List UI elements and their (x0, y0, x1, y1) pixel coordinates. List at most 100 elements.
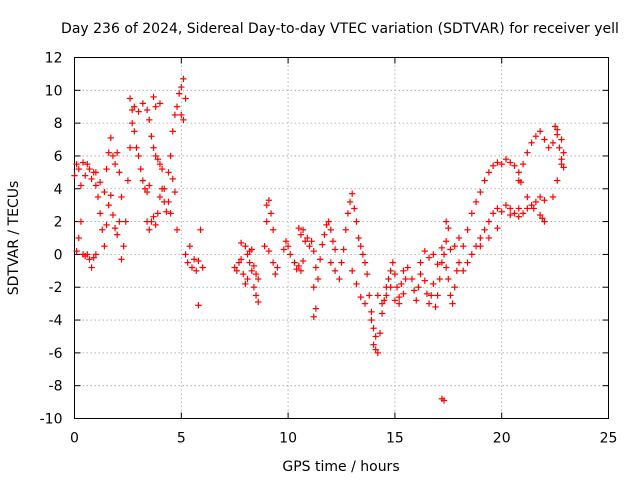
data-point (395, 293, 403, 301)
data-point (348, 190, 356, 197)
data-point (447, 292, 454, 299)
data-point (118, 193, 125, 201)
data-point (175, 90, 183, 97)
grid-lines (74, 57, 609, 419)
data-point (477, 188, 484, 196)
data-point (274, 264, 281, 271)
data-point (295, 224, 302, 232)
data-point (472, 198, 480, 206)
data-point (299, 257, 307, 265)
data-point (432, 303, 439, 311)
data-point (284, 243, 292, 250)
data-point (541, 197, 548, 204)
data-point (408, 275, 416, 283)
data-point (291, 259, 298, 266)
data-point (297, 231, 305, 238)
data-point (109, 211, 117, 219)
data-point (312, 305, 320, 312)
x-tick-label: 0 (70, 431, 79, 447)
data-point (378, 300, 386, 307)
data-point (103, 221, 110, 229)
data-point (306, 243, 313, 250)
data-point (536, 211, 544, 219)
data-point (381, 297, 388, 304)
data-point (515, 213, 522, 220)
data-point (507, 211, 514, 219)
data-point (114, 149, 121, 156)
data-point (111, 160, 119, 168)
data-point (128, 106, 136, 114)
data-point (327, 226, 335, 233)
data-point (532, 198, 540, 206)
data-point (146, 226, 153, 233)
data-point (96, 179, 104, 186)
data-point (199, 264, 206, 271)
x-tick-label: 25 (600, 431, 618, 447)
data-point (297, 267, 305, 275)
data-point (485, 169, 493, 176)
data-point (141, 185, 149, 192)
data-point (455, 259, 463, 266)
data-point (156, 193, 164, 201)
data-point (314, 275, 322, 283)
data-point (519, 160, 527, 168)
data-point (96, 210, 104, 217)
data-point (327, 259, 335, 266)
data-point (120, 243, 127, 250)
data-point (385, 275, 392, 283)
data-point (107, 134, 115, 142)
data-point (430, 280, 437, 288)
data-point (182, 95, 189, 102)
data-point (387, 267, 394, 275)
data-point (90, 254, 97, 261)
data-point (421, 277, 429, 284)
data-point (99, 226, 106, 233)
y-tick-label: -8 (49, 379, 63, 395)
data-point (156, 100, 164, 107)
data-point (541, 218, 548, 225)
data-point (417, 259, 424, 266)
data-point (143, 106, 151, 114)
data-point (524, 149, 531, 156)
data-point (430, 251, 437, 258)
axis-ticks (74, 57, 609, 419)
data-point (109, 152, 117, 160)
data-point (528, 201, 535, 209)
y-tick-label: 6 (54, 149, 63, 165)
x-tick-label: 5 (177, 431, 186, 447)
data-point (532, 133, 540, 140)
data-point (368, 308, 375, 316)
data-point (233, 267, 241, 275)
y-tick-label: 10 (45, 83, 63, 99)
y-tick-labels: -10 -8 -6 -4 -2 0 2 4 6 8 10 12 (40, 51, 63, 428)
y-tick-label: 12 (45, 51, 63, 67)
data-point (502, 201, 510, 209)
data-point (267, 210, 275, 217)
data-point (139, 100, 147, 107)
data-point (152, 221, 159, 229)
data-point (165, 169, 172, 176)
y-axis-label: SDTVAR / TECUs (6, 181, 22, 296)
data-point (137, 165, 144, 173)
data-point (182, 251, 189, 258)
data-point (536, 128, 544, 135)
x-tick-label: 10 (279, 431, 297, 447)
data-point (295, 262, 302, 270)
data-point (524, 205, 531, 212)
y-tick-label: -2 (49, 280, 63, 296)
data-point (261, 243, 268, 250)
data-point (507, 205, 514, 212)
data-point (344, 210, 352, 217)
data-point (178, 83, 185, 91)
data-point (464, 226, 471, 233)
data-point (477, 243, 484, 250)
data-point (79, 159, 87, 166)
data-point (460, 267, 467, 275)
data-point (165, 198, 172, 206)
data-point (368, 316, 375, 324)
data-point (423, 290, 431, 297)
data-point (92, 182, 100, 189)
data-point (287, 251, 294, 258)
data-point (237, 256, 245, 263)
